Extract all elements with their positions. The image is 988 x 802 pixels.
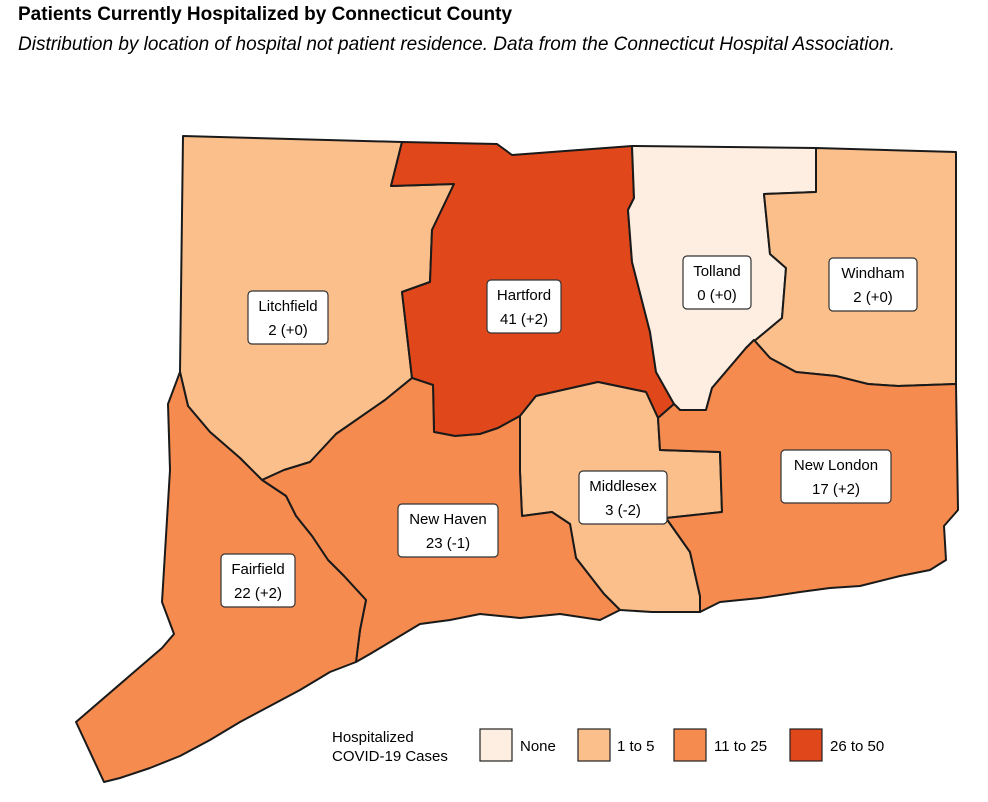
label-litchfield: Litchfield 2 (+0) — [247, 290, 329, 345]
label-tolland: Tolland 0 (+0) — [682, 255, 752, 310]
label-litchfield-name: Litchfield — [258, 298, 317, 315]
label-new-london-value: 17 (+2) — [812, 481, 860, 498]
label-fairfield-value: 22 (+2) — [234, 585, 282, 602]
legend-label-11to25: 11 to 25 — [714, 738, 767, 755]
label-tolland-value: 0 (+0) — [697, 287, 737, 304]
label-hartford-name: Hartford — [497, 287, 551, 304]
map-legend: Hospitalized COVID-19 Cases None 1 to 5 … — [332, 728, 884, 765]
legend-label-1to5: 1 to 5 — [617, 738, 655, 755]
label-tolland-name: Tolland — [693, 263, 741, 280]
label-middlesex-name: Middlesex — [589, 478, 657, 495]
label-fairfield: Fairfield 22 (+2) — [220, 553, 296, 608]
label-fairfield-name: Fairfield — [231, 561, 284, 578]
label-litchfield-value: 2 (+0) — [268, 322, 308, 339]
label-new-london-name: New London — [794, 457, 878, 474]
legend-swatch-1to5 — [577, 728, 611, 762]
label-middlesex: Middlesex 3 (-2) — [578, 470, 668, 525]
legend-label-26to50: 26 to 50 — [830, 738, 884, 755]
label-hartford: Hartford 41 (+2) — [486, 279, 562, 334]
label-new-london: New London 17 (+2) — [780, 449, 892, 504]
label-hartford-value: 41 (+2) — [500, 311, 548, 328]
label-new-haven-value: 23 (-1) — [426, 535, 470, 552]
legend-swatch-26to50 — [789, 728, 823, 762]
legend-title-line1: Hospitalized — [332, 729, 414, 746]
label-windham-name: Windham — [841, 265, 904, 282]
legend-swatch-11to25 — [673, 728, 707, 762]
legend-label-none: None — [520, 738, 556, 755]
label-new-haven: New Haven 23 (-1) — [397, 503, 499, 558]
label-windham: Windham 2 (+0) — [828, 257, 918, 312]
map-subtitle: Distribution by location of hospital not… — [18, 34, 895, 55]
legend-swatch-none — [479, 728, 513, 762]
label-windham-value: 2 (+0) — [853, 289, 893, 306]
legend-title-line2: COVID-19 Cases — [332, 748, 448, 765]
label-middlesex-value: 3 (-2) — [605, 502, 641, 519]
label-new-haven-name: New Haven — [409, 511, 487, 528]
map-title: Patients Currently Hospitalized by Conne… — [18, 4, 513, 25]
